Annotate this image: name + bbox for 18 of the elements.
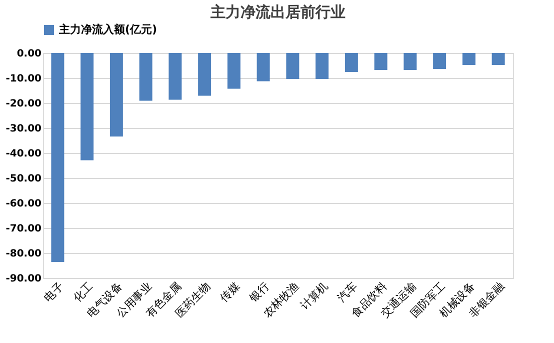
x-tick-label: 银行 — [246, 280, 272, 306]
x-tick-label: 传媒 — [218, 280, 242, 305]
y-tick-label: -40.00 — [6, 148, 42, 160]
y-tick-label: -20.00 — [6, 98, 42, 110]
y-tick-label: -50.00 — [6, 174, 42, 184]
y-tick-label: 0.00 — [16, 48, 42, 60]
x-tick-label: 计算机 — [298, 280, 331, 312]
y-tick-label: -80.00 — [6, 248, 42, 260]
legend-label: 主力净流入额(亿元) — [58, 23, 158, 36]
y-tick-label: -60.00 — [6, 198, 42, 210]
y-tick-label: -70.00 — [6, 224, 42, 234]
y-tick-label: -90.00 — [6, 274, 42, 284]
x-tick-label: 电子 — [41, 280, 66, 305]
chart-title: 主力净流出居前行业 — [210, 3, 346, 21]
x-tick-label: 化工 — [70, 280, 96, 305]
y-tick-label: -10.00 — [6, 74, 42, 84]
x-tick-label: 汽车 — [335, 280, 360, 305]
y-tick-label: -30.00 — [6, 124, 42, 134]
